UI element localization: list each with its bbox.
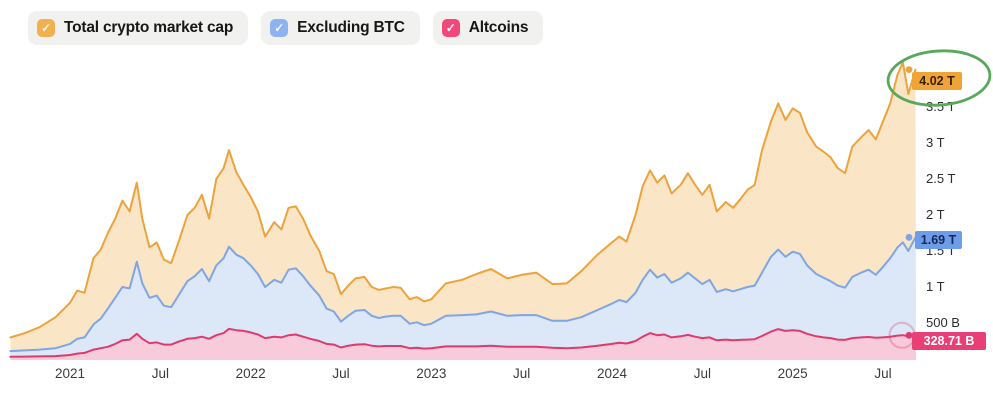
x-axis-label: 2022: [235, 366, 266, 381]
current-value-badge-total: 4.02 T: [912, 72, 962, 90]
y-axis-label: 3 T: [926, 135, 945, 150]
y-axis-label: 2.5 T: [926, 171, 956, 186]
x-axis-label: 2025: [777, 366, 808, 381]
legend-item-label: Altcoins: [468, 19, 529, 36]
endpoint-dot-excluding-btc: [905, 233, 913, 241]
x-axis-label: Jul: [693, 366, 711, 381]
current-value-badge-excluding-btc: 1.69 T: [915, 231, 962, 249]
line-excluding-btc: [9, 236, 917, 353]
endpoint-dot-altcoins: [905, 331, 913, 339]
y-axis-label: 3.5 T: [926, 99, 956, 114]
area-altcoins: [10, 328, 916, 360]
y-axis-label: 2 T: [926, 207, 945, 222]
x-axis-label: Jul: [874, 366, 892, 381]
check-icon: ✓: [274, 21, 285, 35]
check-icon: ✓: [445, 21, 456, 35]
legend-item-altcoins[interactable]: ✓ Altcoins: [432, 11, 544, 45]
current-value-badge-altcoins: 328.71 B: [912, 332, 986, 350]
checkbox-checked-icon[interactable]: ✓: [270, 19, 289, 37]
legend-item-label: Excluding BTC: [297, 19, 405, 36]
y-axis-label: 500 B: [926, 315, 960, 330]
x-axis-label: 2021: [54, 366, 86, 381]
x-axis-label: 2023: [416, 366, 447, 381]
checkbox-checked-icon[interactable]: ✓: [37, 19, 55, 37]
legend: ✓ Total crypto market cap ✓ Excluding BT…: [28, 11, 544, 45]
x-axis-label: Jul: [513, 366, 531, 381]
x-axis-label: 2024: [596, 366, 628, 381]
x-axis-label: Jul: [332, 366, 350, 381]
legend-item-excluding-btc[interactable]: ✓ Excluding BTC: [261, 11, 420, 45]
legend-item-total-crypto-market-cap[interactable]: ✓ Total crypto market cap: [28, 11, 249, 45]
legend-item-label: Total crypto market cap: [64, 19, 234, 36]
x-axis-label: Jul: [151, 366, 169, 381]
checkbox-checked-icon[interactable]: ✓: [441, 19, 460, 37]
line-total: [9, 61, 917, 339]
check-icon: ✓: [40, 21, 52, 35]
line-altcoins: [9, 327, 917, 358]
y-axis-label: 1 T: [926, 279, 945, 294]
